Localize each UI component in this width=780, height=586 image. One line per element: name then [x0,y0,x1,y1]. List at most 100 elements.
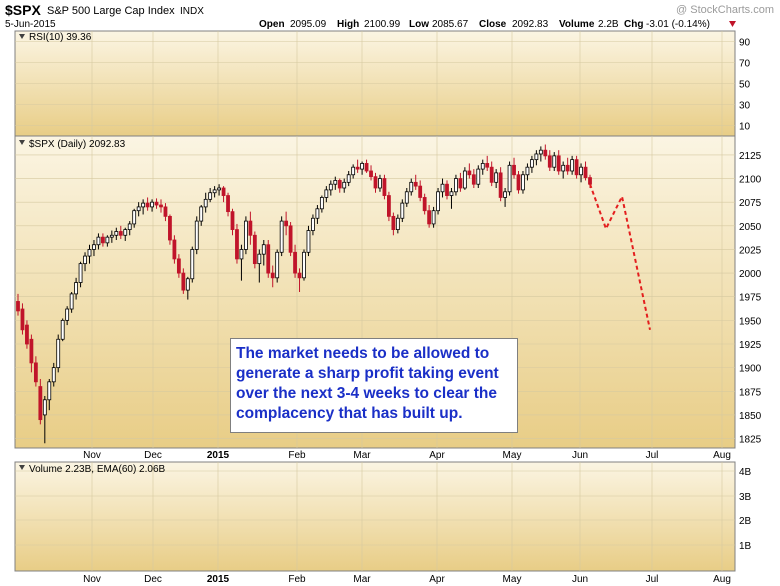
candle-body-up [150,201,154,208]
x-axis-label: Apr [429,450,445,461]
annotation-line: The market needs to be allowed to [236,345,490,362]
candle-body-down [418,185,423,198]
candle-body-down [565,164,570,172]
candle-body-up [378,178,382,189]
x-axis-label-bottom: Jun [572,574,588,585]
candle-body-up [132,210,137,225]
candle-body-down [20,308,25,331]
candle-body-up [328,183,333,191]
candle-body-up [56,338,61,369]
price-tick-label: 1850 [739,411,762,422]
candle-body-up [311,217,315,231]
x-axis-label: Aug [713,450,731,461]
volume-tick-label: 1B [739,541,752,552]
rsi-tick-label: 90 [739,38,751,49]
candle-body-up [74,282,78,295]
price-tick-label: 2075 [739,198,762,209]
candle-body-down [387,195,391,217]
ohlc-volume-value: 2.2B [598,19,619,30]
candle-body-down [355,166,360,170]
candle-body-down [230,211,235,231]
watermark: @ StockCharts.com [676,4,774,16]
ohlc-low-value: 2085.67 [432,19,469,30]
candle-body-up [127,223,132,231]
candle-body-down [391,215,396,230]
candle-body-up [395,217,400,231]
x-axis-label-bottom: Jul [646,574,659,585]
volume-panel [14,461,736,572]
candle-body-down [512,164,516,176]
candle-body-down [382,178,387,196]
candle-body-down [445,183,449,196]
rsi-tick-label: 70 [739,59,751,70]
volume-tick-label: 4B [739,467,752,478]
candle-body-up [306,230,311,253]
candle-body-down [485,163,490,168]
ohlc-close-label: Close [479,19,507,30]
candle-body-up [123,229,128,236]
rsi-tick-label: 10 [739,122,751,133]
volume-tick-label: 3B [739,492,752,503]
candle-body-up [136,206,141,212]
ohlc-open-label: Open [259,19,285,30]
candle-body-down [556,155,561,172]
index-name: S&P 500 Large Cap Index [47,5,175,17]
candle-body-up [60,319,65,340]
candle-body-down [467,170,472,176]
candle-body-up [494,172,499,183]
candle-body-up [333,180,338,185]
price-tick-label: 2100 [739,175,762,186]
candle-body-up [346,174,351,183]
candle-body-up [87,249,92,257]
ohlc-high-label: High [337,19,359,30]
candle-body-up [409,181,414,193]
candle-body-down [337,180,342,189]
price-tick-label: 1925 [739,340,762,351]
volume-tick-label: 2B [739,516,752,527]
candle-body-down [101,236,105,244]
candle-body-up [105,236,110,244]
ohlc-high-value: 2100.99 [364,19,401,30]
candle-body-up [503,191,507,198]
candle-body-up [51,367,56,383]
candle-body-down [16,301,20,312]
header-date: 5-Jun-2015 [5,19,56,30]
candle-body-up [400,202,405,219]
x-axis-label-bottom: Apr [429,574,445,585]
candle-body-up [521,174,525,191]
candle-body-up [141,202,146,208]
price-tick-label: 2050 [739,222,762,233]
candle-body-up [324,189,329,198]
price-tick-label: 2025 [739,245,762,256]
candle-body-down [413,181,418,187]
ohlc-chg-value: -3.01 (-0.14%) [646,19,710,30]
x-axis-label-bottom: Aug [713,574,731,585]
candle-body-up [109,234,114,238]
rsi-tick-label: 50 [739,80,751,91]
candle-body-down [458,178,463,189]
candle-body-up [83,255,87,265]
annotation-line: complacency that has built up. [236,405,463,422]
candle-body-down [154,201,159,206]
candle-body-up [217,187,221,191]
candle-body-down [373,176,378,189]
x-axis-label: Feb [288,450,306,461]
annotation-line: generate a sharp profit taking event [236,365,499,382]
price-tick-label: 1975 [739,293,762,304]
candle-body-down [583,166,588,178]
x-axis-label-bottom: Feb [288,574,306,585]
candle-body-up [579,166,583,176]
candle-body-down [25,324,29,345]
candle-body-down [163,206,168,217]
candle-body-up [538,149,543,155]
rsi-legend: RSI(10) 39.36 [29,32,92,43]
candle-body-down [252,234,257,265]
candle-body-up [78,263,83,283]
candle-body-up [96,236,101,246]
candle-body-down [288,225,293,253]
candle-body-down [297,272,302,279]
candle-body-up [507,164,512,193]
candle-body-up [239,249,244,260]
candle-body-up [319,197,324,210]
rsi-legend-icon [19,34,25,39]
